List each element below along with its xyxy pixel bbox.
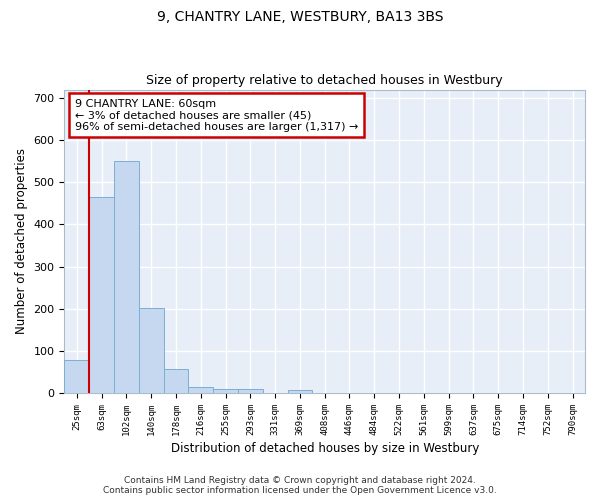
Text: Contains HM Land Registry data © Crown copyright and database right 2024.
Contai: Contains HM Land Registry data © Crown c… — [103, 476, 497, 495]
Bar — [164, 369, 188, 393]
Bar — [64, 360, 89, 393]
Bar — [188, 387, 213, 393]
X-axis label: Distribution of detached houses by size in Westbury: Distribution of detached houses by size … — [170, 442, 479, 455]
Bar — [139, 308, 164, 393]
Bar — [238, 389, 263, 393]
Title: Size of property relative to detached houses in Westbury: Size of property relative to detached ho… — [146, 74, 503, 87]
Bar — [114, 161, 139, 393]
Text: 9 CHANTRY LANE: 60sqm
← 3% of detached houses are smaller (45)
96% of semi-detac: 9 CHANTRY LANE: 60sqm ← 3% of detached h… — [75, 98, 358, 132]
Bar — [213, 389, 238, 393]
Y-axis label: Number of detached properties: Number of detached properties — [15, 148, 28, 334]
Text: 9, CHANTRY LANE, WESTBURY, BA13 3BS: 9, CHANTRY LANE, WESTBURY, BA13 3BS — [157, 10, 443, 24]
Bar — [89, 197, 114, 393]
Bar — [287, 390, 313, 393]
